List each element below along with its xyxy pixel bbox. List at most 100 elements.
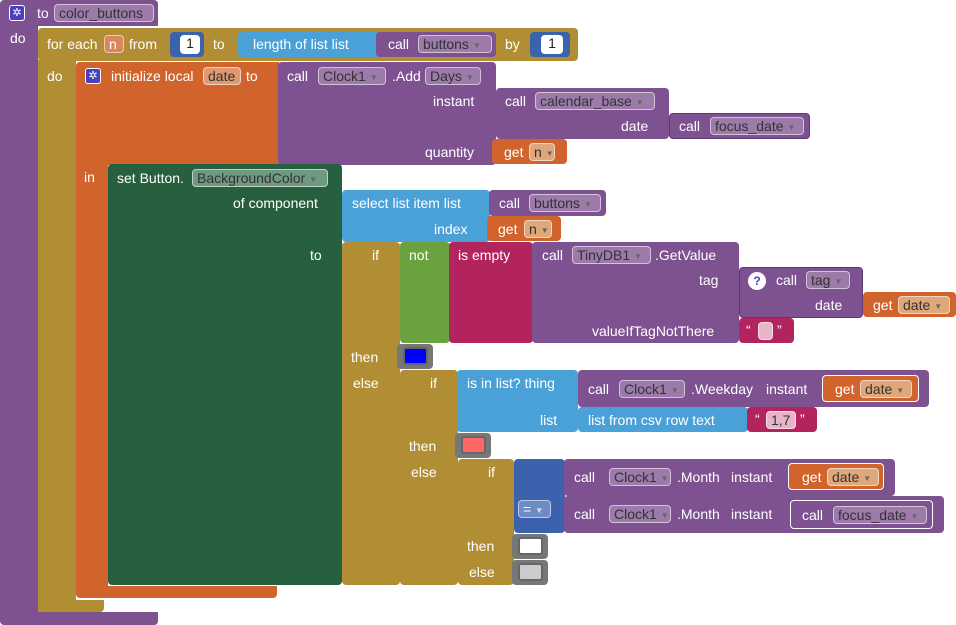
foreach-var-field[interactable]: n	[104, 35, 124, 53]
weekday-get-var: date	[865, 381, 893, 397]
select-call-label: call	[499, 195, 521, 211]
color-red-swatch[interactable]	[461, 436, 486, 454]
empty-text-field[interactable]	[758, 322, 773, 340]
chevron-down-icon: ▼	[369, 73, 378, 82]
month2-component-dropdown[interactable]: Clock1 ▼	[609, 505, 671, 523]
index-label: index	[434, 221, 468, 237]
get-n-label: get	[504, 144, 524, 160]
weekday-get-dropdown[interactable]: date ▼	[860, 380, 912, 398]
foreach-label: for each	[47, 36, 98, 52]
index-get-dropdown[interactable]: n ▼	[524, 220, 552, 238]
foreach-to-label: to	[213, 36, 225, 52]
chevron-down-icon: ▼	[787, 123, 796, 132]
procedure-name-field[interactable]: color_buttons	[54, 4, 154, 22]
property-dropdown[interactable]: BackgroundColor ▼	[192, 169, 328, 187]
color-blue-swatch[interactable]	[403, 347, 428, 365]
buttons-proc-dropdown[interactable]: buttons ▼	[418, 35, 492, 53]
tag-get-label: get	[873, 297, 893, 313]
chevron-down-icon: ▼	[465, 73, 474, 82]
quantity-label: quantity	[425, 144, 475, 160]
help-question-icon[interactable]: ?	[748, 272, 766, 290]
if1-block[interactable]	[342, 242, 400, 585]
month1-component-dropdown[interactable]: Clock1 ▼	[609, 468, 671, 486]
if3-then-label: then	[467, 538, 495, 554]
instant-label: instant	[433, 93, 475, 109]
chevron-down-icon: ▼	[863, 474, 872, 483]
foreach-from-label: from	[129, 36, 157, 52]
tag-call-label: call	[776, 272, 798, 288]
tinydb-call-label: call	[542, 247, 564, 263]
color-white-swatch[interactable]	[518, 537, 543, 555]
property-name: BackgroundColor	[197, 170, 306, 186]
tag-proc-name: tag	[811, 272, 831, 288]
init-gear-icon[interactable]: ✲	[85, 68, 101, 84]
foreach-do-label: do	[47, 68, 63, 84]
tinydb-component: TinyDB1	[577, 247, 631, 263]
chevron-down-icon: ▼	[545, 149, 554, 158]
chevron-down-icon: ▼	[634, 252, 643, 261]
procedure-do-label: do	[10, 30, 26, 46]
select-buttons-dropdown[interactable]: buttons ▼	[529, 194, 601, 212]
month1-instant-label: instant	[731, 469, 773, 485]
empty-text-quote-open: “	[746, 322, 751, 338]
focus-date-name: focus_date	[715, 118, 784, 134]
clock-add-unit-dropdown[interactable]: Days ▼	[425, 67, 481, 85]
init-var-field[interactable]: date	[203, 67, 241, 85]
month2-instant-label: instant	[731, 506, 773, 522]
chevron-down-icon: ▼	[472, 41, 481, 50]
is-in-list-block[interactable]	[457, 370, 578, 432]
compare-block[interactable]	[514, 459, 565, 533]
if3-block[interactable]	[458, 459, 514, 585]
chevron-down-icon: ▼	[934, 302, 943, 311]
set-button-block[interactable]	[108, 164, 342, 585]
chevron-down-icon: ▼	[583, 200, 592, 209]
if1-else-label: else	[353, 375, 379, 391]
tag-get-dropdown[interactable]: date ▼	[898, 296, 950, 314]
tinydb-method: .GetValue	[655, 247, 717, 263]
clock-add-method: .Add	[392, 68, 421, 84]
value-if-tag-label: valueIfTagNotThere	[592, 323, 715, 339]
if3-else-label: else	[469, 564, 495, 580]
init-local-block[interactable]	[76, 62, 279, 165]
by-number-field[interactable]: 1	[541, 35, 563, 54]
get-n-dropdown[interactable]: n ▼	[529, 143, 555, 161]
weekday-component-dropdown[interactable]: Clock1 ▼	[619, 380, 685, 398]
weekday-component: Clock1	[624, 381, 667, 397]
if2-block[interactable]	[400, 370, 458, 585]
color-lightgray-swatch[interactable]	[518, 563, 543, 581]
focus-call-label: call	[679, 118, 701, 134]
compare-op: =	[523, 501, 532, 517]
mutator-gear-icon[interactable]: ✲	[9, 5, 25, 21]
chevron-down-icon: ▼	[896, 386, 905, 395]
is-empty-block[interactable]	[449, 242, 533, 343]
month2-method: .Month	[677, 506, 720, 522]
month1-get-var: date	[832, 469, 860, 485]
month2-focus-dropdown[interactable]: focus_date ▼	[833, 506, 927, 524]
month2-call-label: call	[574, 506, 596, 522]
init-to-label: to	[246, 68, 258, 84]
csv-row-label: list from csv row text	[588, 412, 715, 428]
from-number-field[interactable]: 1	[180, 35, 200, 54]
clock-add-component-dropdown[interactable]: Clock1 ▼	[318, 67, 386, 85]
if2-else-label: else	[411, 464, 437, 480]
tag-get-var: date	[903, 297, 931, 313]
select-list-item-label: select list item list	[352, 195, 461, 211]
focus-date-dropdown[interactable]: focus_date ▼	[710, 117, 804, 135]
csv-row-block[interactable]	[578, 407, 748, 432]
month2-focus-call-label: call	[802, 507, 824, 523]
tinydb-component-dropdown[interactable]: TinyDB1 ▼	[572, 246, 651, 264]
calendar-base-dropdown[interactable]: calendar_base ▼	[535, 92, 655, 110]
tinydb-tag-label: tag	[699, 272, 719, 288]
tag-proc-dropdown[interactable]: tag ▼	[806, 271, 850, 289]
compare-op-dropdown[interactable]: = ▼	[518, 500, 551, 518]
month1-get-label: get	[802, 469, 822, 485]
month1-get-dropdown[interactable]: date ▼	[827, 468, 879, 486]
select-list-item-block[interactable]	[342, 190, 490, 242]
is-in-list-label: is in list? thing	[467, 375, 555, 391]
clock-add-component: Clock1	[323, 68, 366, 84]
not-block[interactable]	[400, 242, 450, 343]
chevron-down-icon: ▼	[670, 386, 679, 395]
csv-text-field[interactable]: 1,7	[766, 411, 796, 429]
procedure-footer	[0, 612, 158, 625]
weekday-instant-label: instant	[766, 381, 808, 397]
